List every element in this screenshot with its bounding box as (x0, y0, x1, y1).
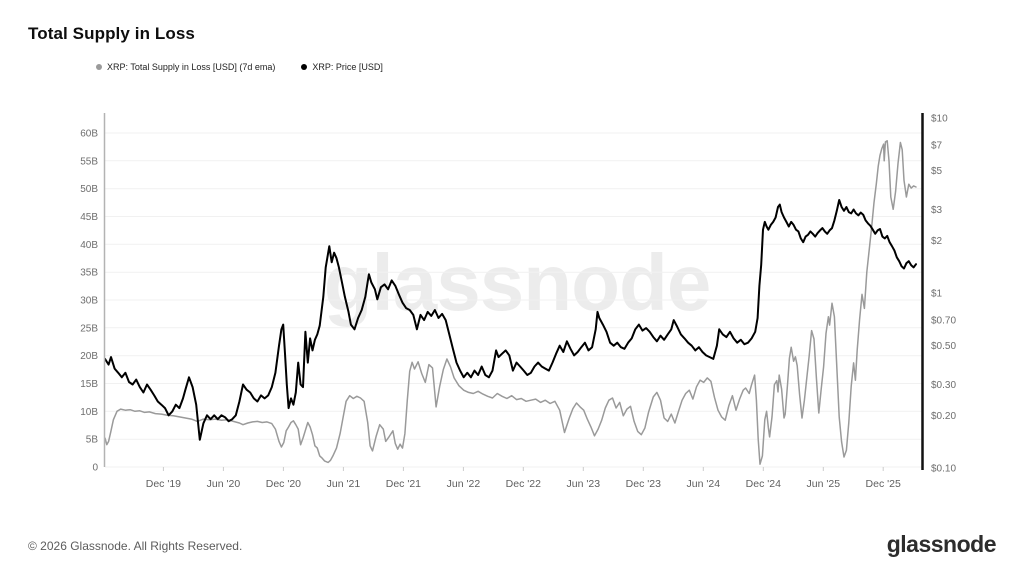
x-axis-tick-label: Dec '20 (266, 478, 301, 490)
glassnode-logo: glassnode (886, 531, 997, 557)
x-axis-tick-label: Jun '25 (807, 478, 841, 490)
right-axis-tick-label: $3 (931, 205, 943, 216)
left-axis-tick-label: 50B (80, 184, 98, 195)
price-line (104, 199, 917, 441)
left-axis-tick-label: 25B (80, 323, 98, 334)
x-axis-tick-label: Dec '23 (626, 478, 661, 490)
x-axis-tick-label: Jun '24 (687, 478, 721, 490)
page-title: Total Supply in Loss (28, 24, 195, 43)
right-axis-tick-label: $1 (931, 289, 943, 300)
chart-legend: XRP: Total Supply in Loss [USD] (7d ema)… (96, 62, 383, 72)
left-axis-tick-label: 30B (80, 296, 98, 307)
x-axis-tick-label: Jun '21 (327, 478, 361, 490)
x-axis-tick-label: Dec '22 (506, 478, 541, 490)
left-axis-tick-label: 35B (80, 268, 98, 279)
right-axis-tick-label: $0.70 (931, 316, 956, 327)
legend-item-price[interactable]: XRP: Price [USD] (301, 62, 383, 72)
x-axis-tick-label: Dec '25 (866, 478, 901, 490)
x-axis-tick-label: Dec '19 (146, 478, 181, 490)
x-axis-tick-label: Dec '21 (386, 478, 421, 490)
left-axis-tick-label: 5B (86, 435, 99, 446)
right-axis-tick-label: $7 (931, 141, 943, 152)
left-axis-tick-label: 60B (80, 129, 98, 140)
x-axis-tick-label: Jun '22 (447, 478, 481, 490)
legend-label: XRP: Total Supply in Loss [USD] (7d ema) (107, 62, 276, 72)
left-axis-tick-label: 20B (80, 351, 98, 362)
right-axis-tick-label: $0.30 (931, 380, 956, 391)
left-axis-tick-label: 45B (80, 212, 98, 223)
x-axis-tick-label: Jun '20 (207, 478, 241, 490)
right-axis-tick-label: $10 (931, 114, 948, 125)
left-axis-tick-label: 40B (80, 240, 98, 251)
right-axis-tick-label: $0.10 (931, 464, 956, 475)
right-axis-tick-label: $5 (931, 166, 943, 177)
left-axis-tick-label: 55B (80, 156, 98, 167)
x-axis-tick-label: Jun '23 (567, 478, 601, 490)
copyright-text: © 2026 Glassnode. All Rights Reserved. (28, 539, 243, 553)
right-axis-tick-label: $0.20 (931, 411, 956, 422)
right-axis-tick-label: $2 (931, 236, 943, 247)
legend-item-supply-in-loss[interactable]: XRP: Total Supply in Loss [USD] (7d ema) (96, 62, 275, 72)
left-axis-tick-label: 0 (92, 463, 98, 474)
right-axis-tick-label: $0.50 (931, 341, 956, 352)
supply-in-loss-line (104, 140, 917, 465)
left-axis-tick-label: 15B (80, 379, 98, 390)
price-series-dot-icon (301, 64, 308, 70)
supply-series-dot-icon (96, 64, 102, 70)
legend-label: XRP: Price [USD] (312, 62, 383, 72)
x-axis-tick-label: Dec '24 (746, 478, 781, 490)
left-axis-tick-label: 10B (80, 407, 98, 418)
